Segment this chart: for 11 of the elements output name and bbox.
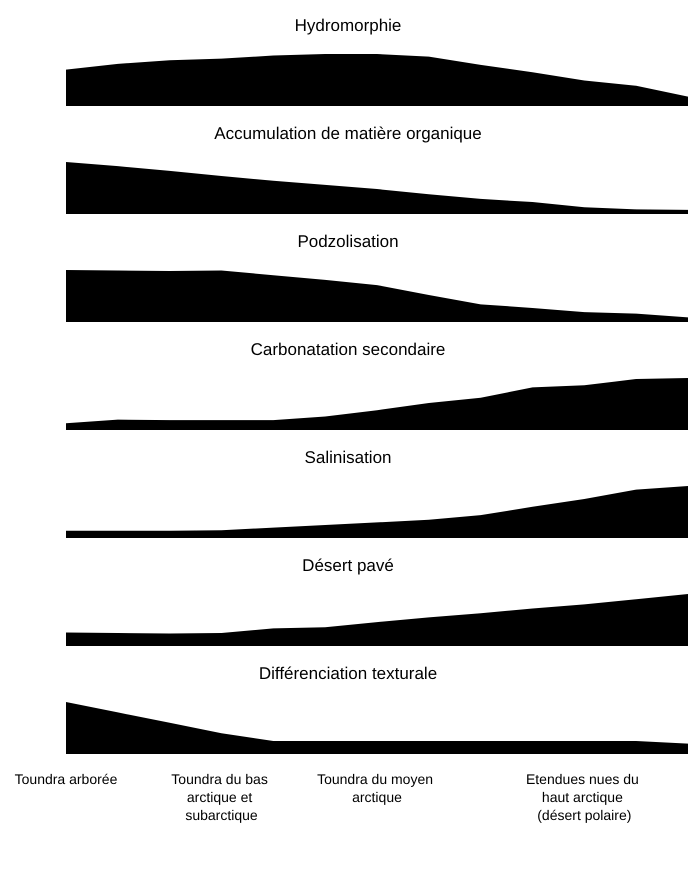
- chart-title: Hydromorphie: [294, 16, 402, 35]
- chart-title: Désert pavé: [302, 556, 394, 575]
- chart-title: Différenciation texturale: [258, 664, 438, 683]
- x-tick-label: Toundra du bas arctique et subarctique: [171, 771, 272, 823]
- chart-title: Accumulation de matière organique: [214, 124, 482, 143]
- chart-title: Podzolisation: [297, 232, 399, 251]
- x-tick-label: Toundra arborée: [14, 771, 118, 787]
- chart-title: Carbonatation secondaire: [250, 340, 446, 359]
- x-tick-label: Etendues nues du haut arctique (désert polaire): [526, 771, 643, 823]
- chart-title: Salinisation: [304, 448, 392, 467]
- x-tick-label: Toundra du moyen arctique: [317, 771, 437, 805]
